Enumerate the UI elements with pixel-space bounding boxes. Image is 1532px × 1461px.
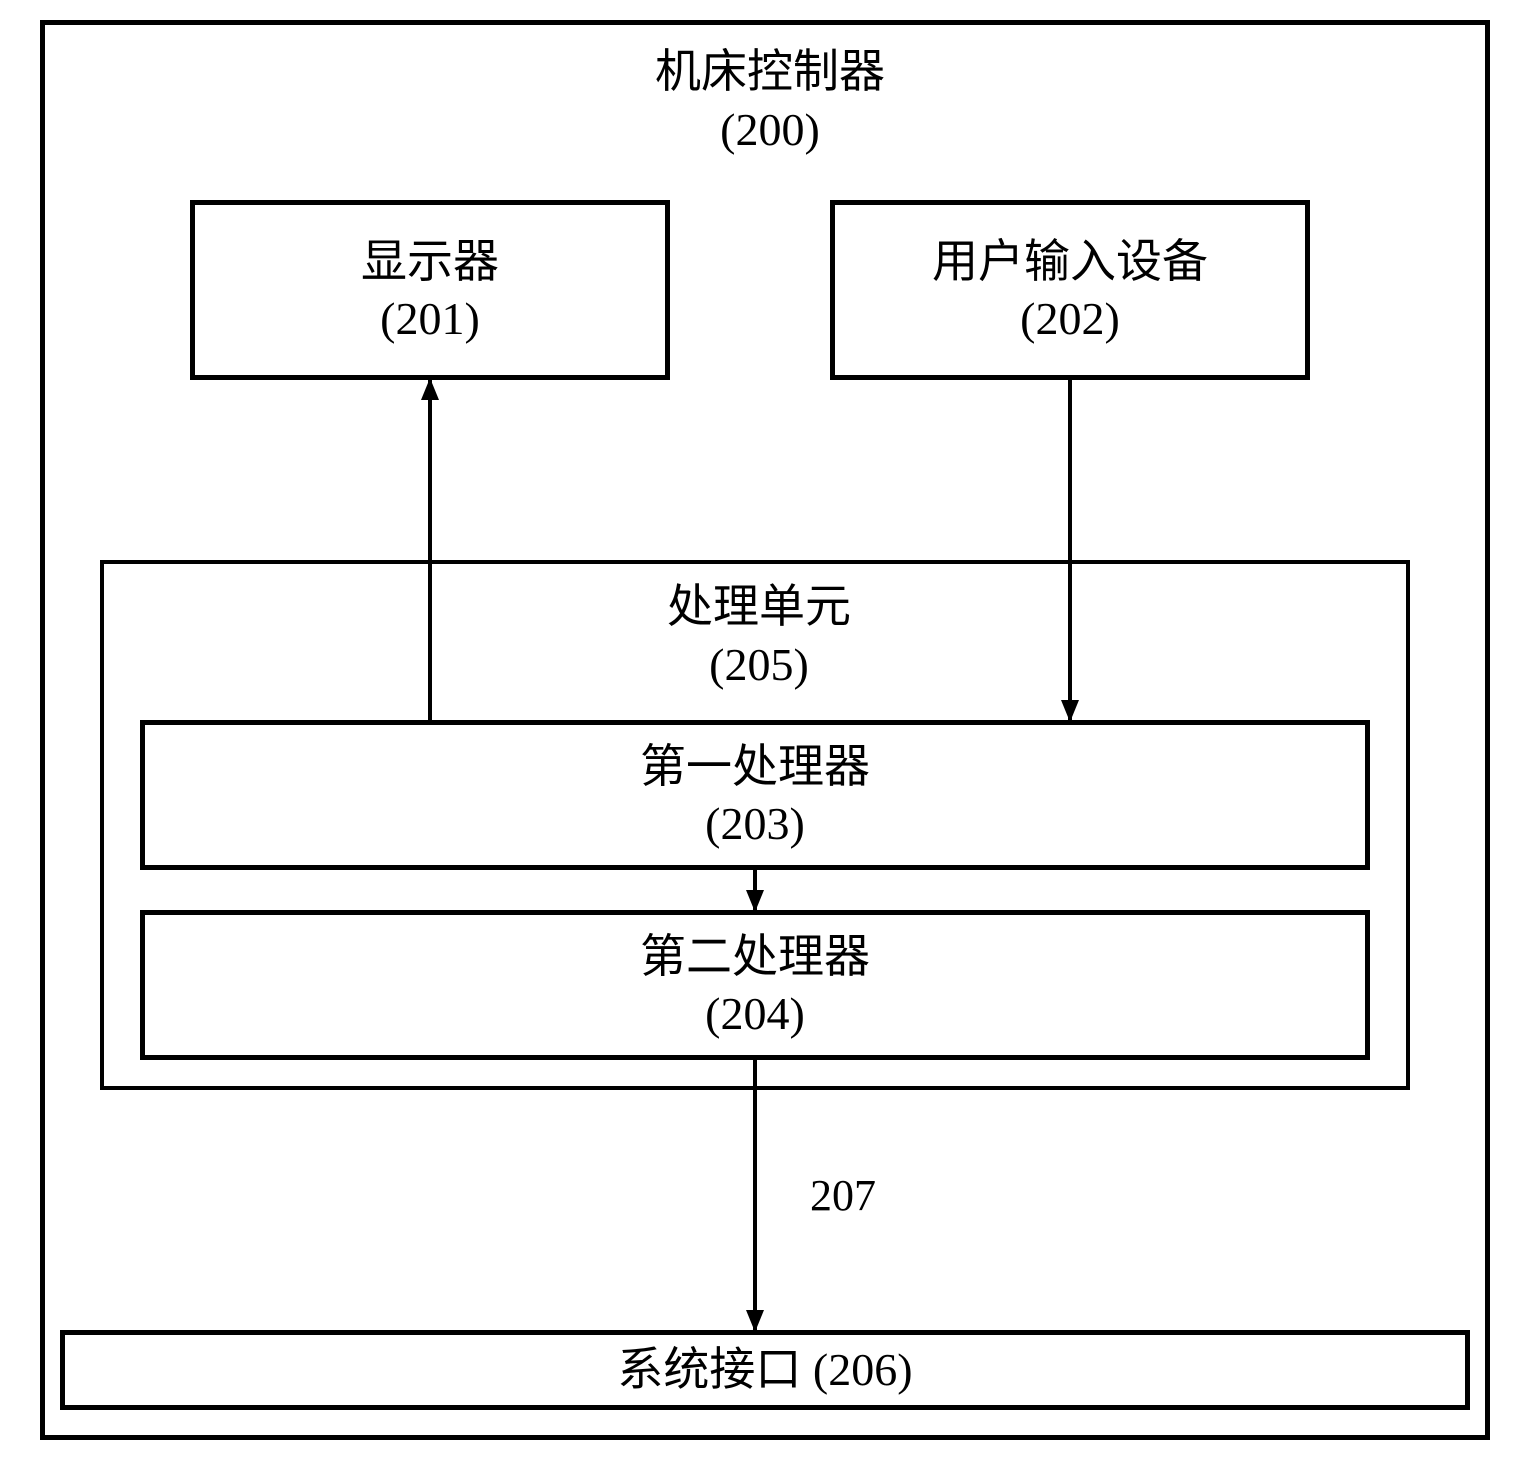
user-input-box: 用户输入设备 (202) (830, 200, 1310, 380)
display-box: 显示器 (201) (190, 200, 670, 380)
user-input-line1: 用户输入设备 (932, 233, 1208, 291)
user-input-line2: (202) (1020, 290, 1120, 348)
display-line1: 显示器 (361, 233, 499, 291)
proc1-line1: 第一处理器 (640, 738, 870, 796)
proc-unit-title-line2: (205) (709, 639, 809, 690)
outer-title-line1: 机床控制器 (655, 46, 885, 97)
edge-label-207-text: 207 (810, 1171, 876, 1220)
first-processor-box: 第一处理器 (203) (140, 720, 1370, 870)
proc1-line2: (203) (705, 795, 805, 853)
proc2-line2: (204) (705, 985, 805, 1043)
system-interface-box: 系统接口 (206) (60, 1330, 1470, 1410)
proc2-line1: 第二处理器 (640, 928, 870, 986)
display-line2: (201) (380, 290, 480, 348)
sysif-line1: 系统接口 (206) (617, 1341, 912, 1399)
processing-unit-title: 处理单元 (205) (104, 578, 1414, 693)
second-processor-box: 第二处理器 (204) (140, 910, 1370, 1060)
outer-title-line2: (200) (720, 104, 820, 155)
proc-unit-title-line1: 处理单元 (667, 581, 851, 632)
outer-title: 机床控制器 (200) (45, 43, 1495, 158)
diagram-canvas: 机床控制器 (200) 显示器 (201) 用户输入设备 (202) 处理单元 … (0, 0, 1532, 1461)
edge-label-207: 207 (810, 1170, 876, 1221)
